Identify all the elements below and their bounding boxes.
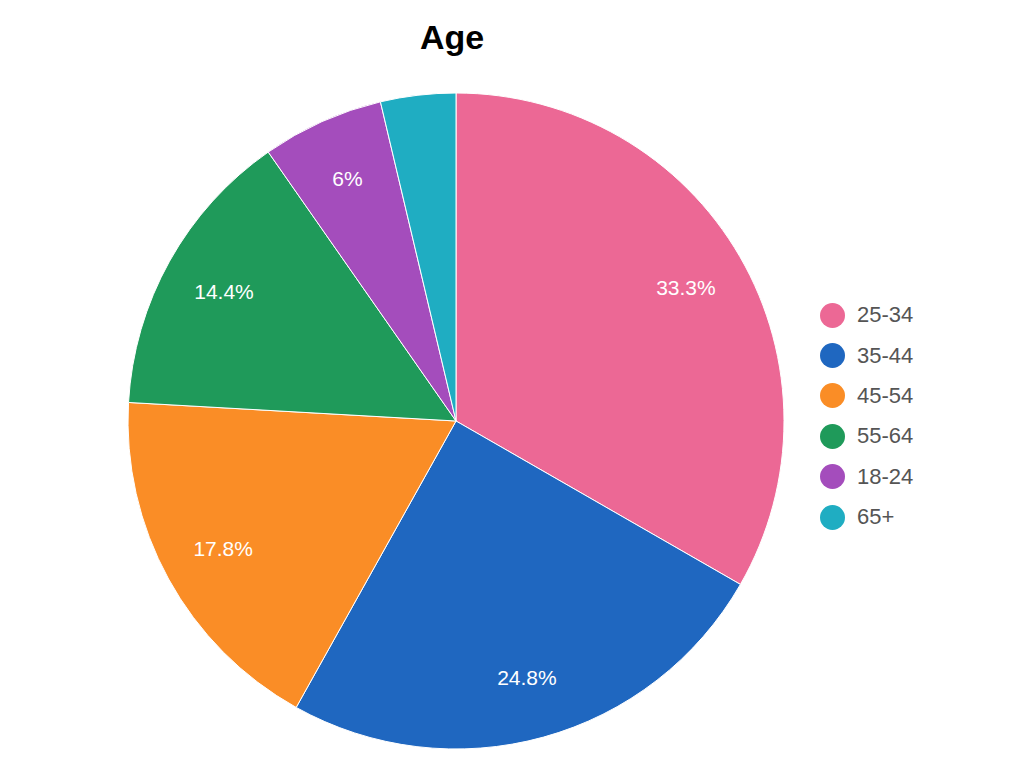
html-text:55-64: 55-64 (857, 423, 914, 449)
html-text:Age: Age (419, 18, 485, 56)
svg-text:33.3%: 33.3% (656, 276, 716, 299)
svg-text:6%: 6% (332, 167, 362, 190)
svg-text:17.8%: 17.8% (193, 537, 253, 560)
svg-text:24.8%: 24.8% (497, 666, 557, 689)
html-text:18-24: 18-24 (857, 463, 914, 489)
html-text:25-34: 25-34 (857, 302, 914, 328)
html-text:45-54: 45-54 (857, 383, 914, 408)
html-text:35-44: 35-44 (857, 342, 914, 368)
svg-text:14.4%: 14.4% (194, 280, 254, 303)
html-text:65+: 65+ (857, 504, 895, 530)
